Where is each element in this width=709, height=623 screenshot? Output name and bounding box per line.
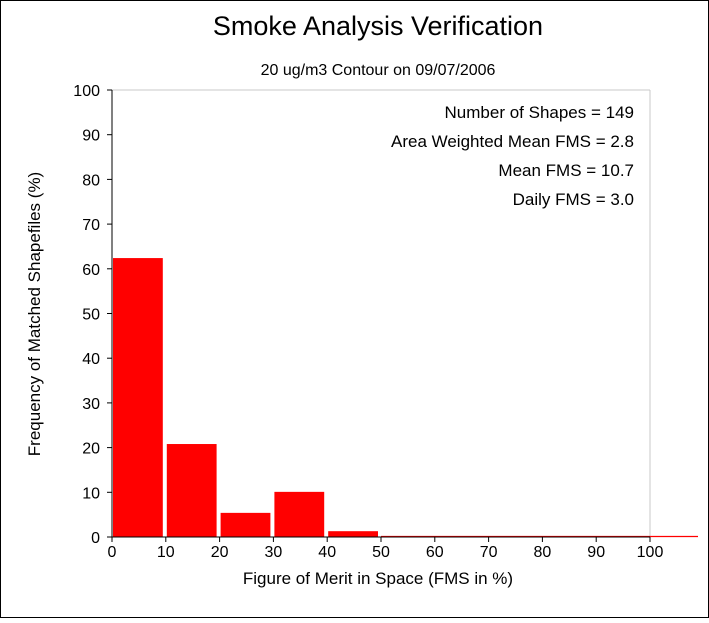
- y-tick-label-4: 40: [82, 351, 100, 368]
- x-tick-label-3: 30: [265, 544, 283, 561]
- stats-annotation-0: Number of Shapes = 149: [445, 103, 634, 122]
- y-tick-label-3: 30: [82, 396, 100, 413]
- y-tick-label-1: 10: [82, 485, 100, 502]
- x-tick-label-4: 40: [318, 544, 336, 561]
- y-tick-label-0: 0: [91, 530, 100, 547]
- y-axis-label: Frequency of Matched Shapefiles (%): [25, 172, 44, 456]
- histogram-bar-2: [220, 512, 271, 537]
- x-tick-label-9: 90: [587, 544, 605, 561]
- histogram-bar-0: [113, 258, 163, 537]
- histogram-bar-3: [274, 491, 325, 537]
- stats-annotation-1: Area Weighted Mean FMS = 2.8: [391, 132, 634, 151]
- x-tick-label-0: 0: [108, 544, 117, 561]
- stats-annotation-3: Daily FMS = 3.0: [513, 190, 634, 209]
- y-tick-label-7: 70: [82, 217, 100, 234]
- y-tick-label-10: 100: [73, 83, 100, 100]
- chart-subtitle: 20 ug/m3 Contour on 09/07/2006: [261, 62, 496, 79]
- x-tick-label-8: 80: [534, 544, 552, 561]
- x-tick-label-10: 100: [637, 544, 664, 561]
- histogram-bar-4: [328, 531, 378, 537]
- y-tick-label-6: 60: [82, 262, 100, 279]
- x-tick-label-6: 60: [426, 544, 444, 561]
- x-tick-label-1: 10: [157, 544, 175, 561]
- y-tick-label-5: 50: [82, 307, 100, 324]
- x-tick-label-5: 50: [372, 544, 390, 561]
- plot-area: 0 10 20 30 40 50 60 70 80 90 100 0 10 20 30 40 50 60 70 80 9…: [73, 83, 698, 561]
- x-tick-label-7: 70: [480, 544, 498, 561]
- y-tick-label-2: 20: [82, 441, 100, 458]
- y-tick-label-8: 80: [82, 172, 100, 189]
- x-axis-label: Figure of Merit in Space (FMS in %): [243, 569, 513, 588]
- chart-title: Smoke Analysis Verification: [213, 11, 543, 41]
- stats-annotation-2: Mean FMS = 10.7: [498, 161, 634, 180]
- x-tick-label-2: 20: [211, 544, 229, 561]
- y-tick-label-9: 90: [82, 128, 100, 145]
- histogram-bar-1: [166, 444, 217, 537]
- stats-annotations: Number of Shapes = 149 Area Weighted Mean…: [391, 103, 634, 209]
